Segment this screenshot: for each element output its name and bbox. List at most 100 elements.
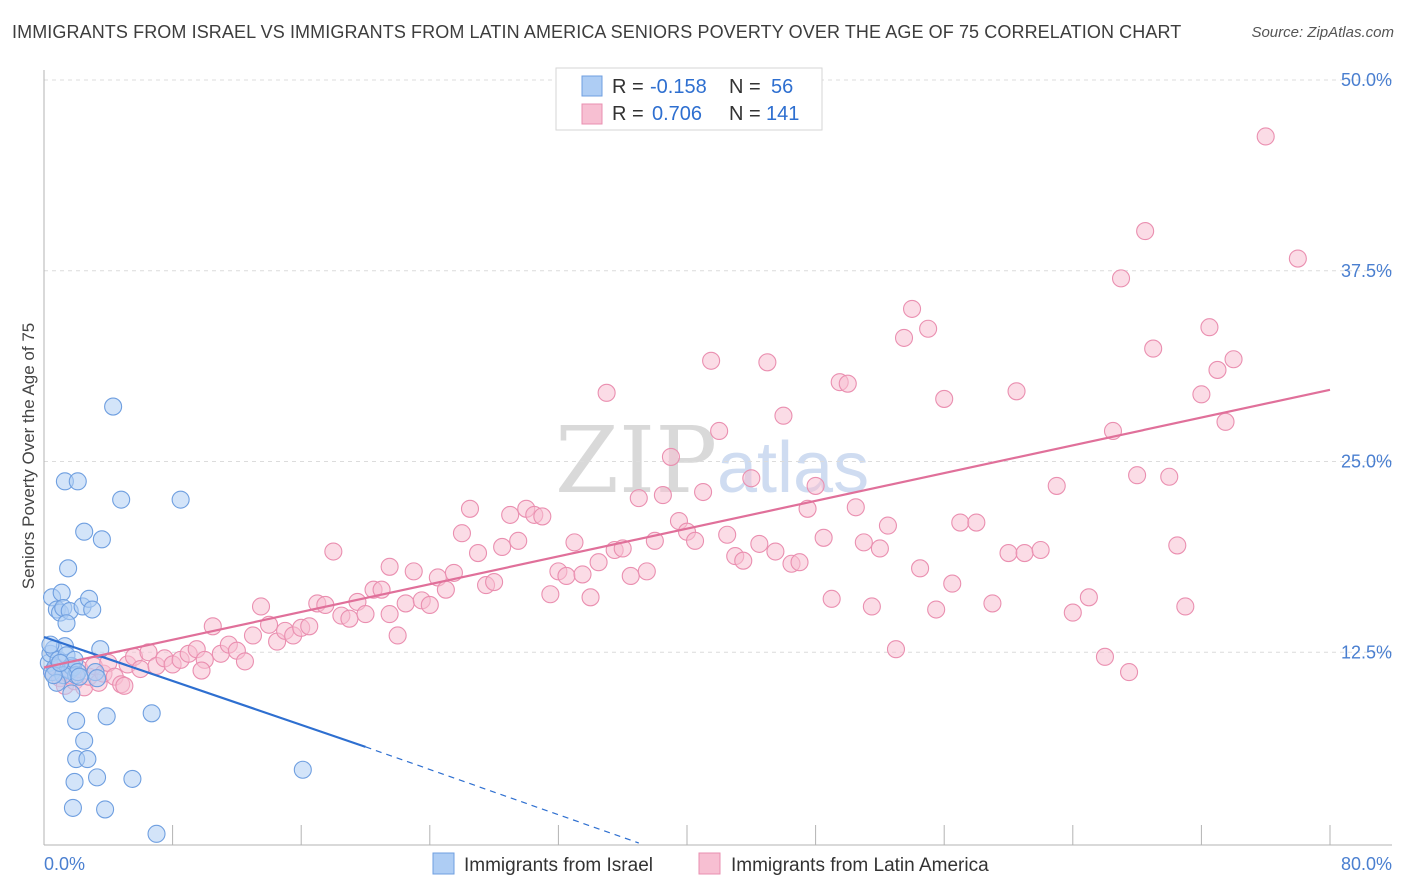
point-israel: [123, 769, 142, 788]
point-latin-america: [806, 476, 825, 495]
point-latin-america: [919, 319, 938, 338]
point-latin-america: [139, 643, 158, 662]
point-latin-america: [927, 600, 946, 619]
legend-n-label-israel: N =: [729, 76, 761, 98]
point-israel: [57, 614, 76, 633]
point-latin-america: [629, 489, 648, 508]
point-latin-america: [251, 597, 271, 616]
source-note: Source: ZipAtlas.com: [1251, 24, 1394, 41]
point-latin-america: [878, 516, 897, 535]
point-israel: [171, 490, 190, 509]
point-latin-america: [621, 566, 640, 586]
chart-title: IMMIGRANTS FROM ISRAEL VS IMMIGRANTS FRO…: [12, 22, 1182, 42]
x-tick-label-min: 0.0%: [44, 854, 85, 874]
point-latin-america: [653, 486, 672, 505]
point-latin-america: [1256, 127, 1275, 146]
point-latin-america: [589, 553, 608, 572]
point-latin-america: [1095, 647, 1114, 666]
point-latin-america: [460, 499, 480, 518]
point-latin-america: [870, 539, 889, 558]
y-tick-label: 25.0%: [1341, 452, 1392, 472]
point-latin-america: [999, 544, 1018, 563]
point-latin-america: [541, 585, 560, 604]
bottom-legend-swatch-israel: [432, 852, 455, 875]
y-tick-label: 12.5%: [1341, 642, 1392, 662]
point-latin-america: [1007, 382, 1026, 401]
point-latin-america: [1047, 476, 1066, 495]
point-latin-america: [1111, 269, 1131, 288]
point-israel: [75, 731, 94, 750]
point-latin-america: [1176, 597, 1195, 616]
point-latin-america: [637, 562, 656, 581]
point-israel: [67, 711, 86, 730]
point-latin-america: [862, 597, 881, 616]
point-latin-america: [661, 447, 680, 466]
point-latin-america: [380, 605, 399, 624]
point-latin-america: [822, 589, 841, 608]
point-latin-america: [854, 533, 873, 552]
point-latin-america: [951, 513, 970, 532]
point-israel: [70, 667, 89, 686]
point-latin-america: [1168, 536, 1187, 555]
legend-n-label-latin: N =: [729, 103, 761, 125]
point-latin-america: [573, 565, 592, 584]
point-latin-america: [846, 498, 865, 517]
legend-n-israel: 56: [771, 76, 793, 98]
point-latin-america: [1288, 249, 1307, 268]
legend-swatch-israel: [581, 75, 603, 97]
point-israel: [87, 768, 107, 787]
point-israel: [63, 798, 82, 817]
point-latin-america: [1079, 588, 1098, 607]
point-latin-america: [702, 351, 721, 370]
point-latin-america: [983, 594, 1002, 613]
bottom-legend-label-israel: Immigrants from Israel: [464, 855, 653, 876]
y-tick-labels: 12.5% 25.0% 37.5% 50.0%: [1341, 70, 1392, 662]
point-israel: [142, 704, 161, 723]
point-latin-america: [565, 533, 584, 552]
legend-r-label-israel: R =: [612, 76, 644, 98]
point-latin-america: [452, 524, 472, 543]
point-israel: [62, 684, 81, 703]
point-latin-america: [436, 580, 455, 599]
y-tick-label: 37.5%: [1341, 261, 1392, 281]
y-axis-title: Seniors Poverty Over the Age of 75: [19, 323, 38, 589]
point-latin-america: [790, 553, 809, 572]
point-latin-america: [838, 374, 857, 393]
point-latin-america: [235, 652, 254, 671]
point-latin-america: [557, 566, 576, 586]
trend-line-latin-america: [43, 388, 1331, 669]
series-legend: Immigrants from Israel Immigrants from L…: [432, 852, 989, 876]
point-israel: [97, 707, 116, 726]
point-latin-america: [300, 617, 319, 636]
legend-r-label-latin: R =: [612, 103, 644, 125]
point-latin-america: [1216, 412, 1235, 431]
point-latin-america: [1120, 663, 1139, 682]
point-israel: [65, 772, 84, 792]
point-latin-america: [420, 595, 439, 614]
point-israel: [75, 522, 94, 541]
point-israel: [59, 559, 78, 578]
legend-swatch-latin: [581, 103, 603, 125]
point-latin-america: [1031, 540, 1050, 560]
trend-lines: [43, 388, 1331, 844]
trend-line-israel-extension: [365, 746, 639, 844]
legend-r-israel: -0.158: [650, 76, 707, 98]
point-israel: [52, 583, 71, 602]
legend-n-latin: 141: [766, 103, 799, 125]
point-latin-america: [718, 525, 737, 544]
point-latin-america: [1015, 544, 1034, 563]
x-ticks: [43, 825, 1331, 845]
point-latin-america: [1160, 467, 1179, 486]
point-latin-america: [501, 505, 520, 524]
point-latin-america: [1128, 466, 1147, 485]
point-latin-america: [766, 542, 785, 561]
point-latin-america: [115, 676, 134, 695]
point-latin-america: [380, 557, 399, 576]
point-israel: [112, 490, 131, 509]
point-latin-america: [1200, 318, 1219, 337]
point-latin-america: [404, 562, 423, 581]
point-israel: [293, 760, 312, 779]
point-israel: [147, 824, 166, 843]
point-latin-america: [192, 661, 211, 680]
